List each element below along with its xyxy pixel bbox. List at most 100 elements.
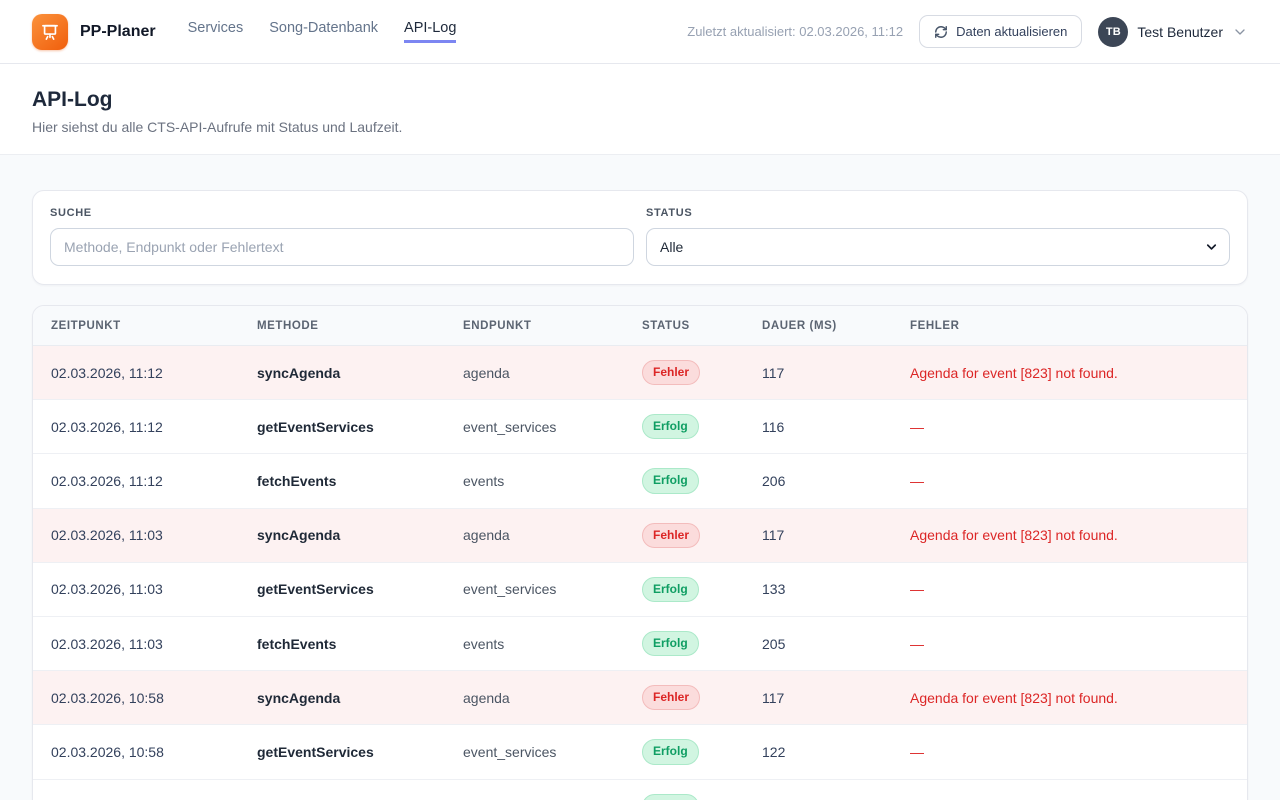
table-row: 02.03.2026, 11:03 fetchEvents events Erf… <box>33 615 1247 671</box>
table-row: 02.03.2026, 11:12 getEventServices event… <box>33 399 1247 454</box>
cell-zeitpunkt: 02.03.2026, 11:03 <box>33 507 241 563</box>
cell-methode: getEventServices <box>241 399 447 454</box>
status-select[interactable]: Alle <box>646 228 1230 266</box>
filter-card: SUCHE STATUS Alle <box>32 190 1248 285</box>
status-badge: Fehler <box>642 360 701 386</box>
status-badge: Erfolg <box>642 739 699 765</box>
page-subtitle: Hier siehst du alle CTS-API-Aufrufe mit … <box>32 119 403 135</box>
api-log-table: ZEITPUNKT METHODE ENDPUNKT STATUS DAUER … <box>33 306 1247 800</box>
cell-methode: getEventServices <box>241 561 447 617</box>
cell-zeitpunkt: 02.03.2026, 10:58 <box>33 724 241 779</box>
cell-dauer: 117 <box>762 364 785 381</box>
cell-status: Erfolg <box>626 778 746 800</box>
cell-fehler: — <box>894 615 1247 671</box>
cell-dauer: 117 <box>746 670 894 725</box>
cell-status: Fehler <box>626 670 746 725</box>
status-badge: Erfolg <box>642 576 699 602</box>
cell-endpunkt: agenda <box>447 670 626 725</box>
status-badge: Erfolg <box>642 468 699 494</box>
avatar: TB <box>1098 16 1129 47</box>
cell-methode: fetchEvents <box>241 453 447 509</box>
cell-fehler: — <box>894 724 1247 779</box>
log-table-body: 02.03.2026, 11:12 syncAgenda agenda Fehl… <box>33 345 1247 800</box>
last-updated-text: Zuletzt aktualisiert: 02.03.2026, 11:12 <box>687 24 904 39</box>
status-badge: Fehler <box>642 522 701 548</box>
nav-item-song-datenbank[interactable]: Song-Datenbank <box>269 20 379 36</box>
col-zeitpunkt: ZEITPUNKT <box>33 306 241 346</box>
table-header-row: ZEITPUNKT METHODE ENDPUNKT STATUS DAUER … <box>33 306 1247 346</box>
top-bar: PP-Planer Services Song-Datenbank API-Lo… <box>0 0 1280 64</box>
status-badge: Fehler <box>642 685 701 711</box>
table-row: 02.03.2026, 11:03 syncAgenda agenda Fehl… <box>33 507 1247 563</box>
user-name: Test Benutzer <box>1137 23 1223 40</box>
nav-item-api-log[interactable]: API-Log <box>404 20 457 43</box>
table-row: 02.03.2026, 10:58 fetchEvents events Erf… <box>33 778 1247 800</box>
cell-methode: syncAgenda <box>257 364 341 381</box>
cell-dauer: 205 <box>746 615 894 671</box>
cell-endpunkt: events <box>447 615 626 671</box>
cell-status: Erfolg <box>626 399 746 454</box>
col-methode: METHODE <box>241 306 447 346</box>
page-header: API-Log Hier siehst du alle CTS-API-Aufr… <box>0 64 1280 155</box>
cell-status: Erfolg <box>626 615 746 671</box>
cell-fehler: — <box>894 399 1247 454</box>
cell-dauer: 206 <box>746 453 894 509</box>
cell-zeitpunkt: 02.03.2026, 11:12 <box>33 453 241 509</box>
search-field-group: SUCHE <box>50 207 634 266</box>
cell-dauer: 116 <box>746 399 894 454</box>
presentation-icon <box>40 22 60 42</box>
refresh-data-button[interactable]: Daten aktualisieren <box>919 15 1083 48</box>
cell-methode: fetchEvents <box>241 615 447 671</box>
cell-fehler: — <box>894 561 1247 617</box>
cell-endpunkt: event_services <box>447 399 626 454</box>
refresh-icon <box>934 25 948 39</box>
cell-status: Fehler <box>626 346 746 400</box>
cell-fehler: Agenda for event [823] not found. <box>894 670 1247 725</box>
table-row: 02.03.2026, 10:58 getEventServices event… <box>33 724 1247 779</box>
col-endpunkt: ENDPUNKT <box>447 306 626 346</box>
main-content: SUCHE STATUS Alle ZEITPUNKT <box>0 155 1280 800</box>
cell-methode: syncAgenda <box>241 507 447 563</box>
refresh-button-label: Daten aktualisieren <box>956 24 1068 39</box>
cell-endpunkt: event_services <box>447 724 626 779</box>
user-menu[interactable]: TB Test Benutzer <box>1098 16 1248 47</box>
main-nav: Services Song-Datenbank API-Log <box>188 20 457 43</box>
table-row: 02.03.2026, 11:03 getEventServices event… <box>33 561 1247 617</box>
chevron-down-icon <box>1232 24 1248 40</box>
cell-methode: fetchEvents <box>241 778 447 800</box>
cell-status: Erfolg <box>626 724 746 779</box>
search-label: SUCHE <box>50 207 92 219</box>
cell-fehler: — <box>894 778 1247 800</box>
status-label: STATUS <box>646 207 693 219</box>
cell-zeitpunkt: 02.03.2026, 11:12 <box>33 399 241 454</box>
status-badge: Erfolg <box>642 630 699 657</box>
cell-dauer: 122 <box>746 724 894 779</box>
cell-zeitpunkt: 02.03.2026, 10:58 <box>33 670 241 725</box>
cell-dauer: 117 <box>746 507 894 563</box>
search-input[interactable] <box>50 228 634 266</box>
cell-status: Fehler <box>626 507 746 563</box>
cell-dauer: 295 <box>746 778 894 800</box>
table-row: 02.03.2026, 10:58 syncAgenda agenda Fehl… <box>33 670 1247 725</box>
cell-endpunkt: agenda <box>447 507 626 563</box>
app-logo <box>32 13 68 50</box>
status-field-group: STATUS Alle <box>646 207 1230 266</box>
cell-endpunkt: agenda <box>463 364 510 381</box>
cell-status: Erfolg <box>626 561 746 617</box>
cell-endpunkt: events <box>447 778 626 800</box>
col-status: STATUS <box>626 306 746 346</box>
status-badge: Erfolg <box>642 793 699 800</box>
nav-item-services[interactable]: Services <box>187 20 244 36</box>
brand-name: PP-Planer <box>80 22 156 40</box>
cell-zeitpunkt: 02.03.2026, 11:03 <box>33 615 241 671</box>
cell-status: Erfolg <box>626 453 746 509</box>
cell-endpunkt: event_services <box>447 561 626 617</box>
page-title: API-Log <box>32 88 113 111</box>
cell-dauer: 133 <box>746 561 894 617</box>
cell-fehler: Agenda for event [823] not found. <box>910 364 1118 381</box>
table-row: 02.03.2026, 11:12 fetchEvents events Erf… <box>33 453 1247 509</box>
cell-fehler: Agenda for event [823] not found. <box>894 507 1247 563</box>
col-dauer: DAUER (MS) <box>746 306 894 346</box>
cell-zeitpunkt: 02.03.2026, 11:03 <box>33 561 241 617</box>
table-row: 02.03.2026, 11:12 syncAgenda agenda Fehl… <box>33 345 1247 400</box>
